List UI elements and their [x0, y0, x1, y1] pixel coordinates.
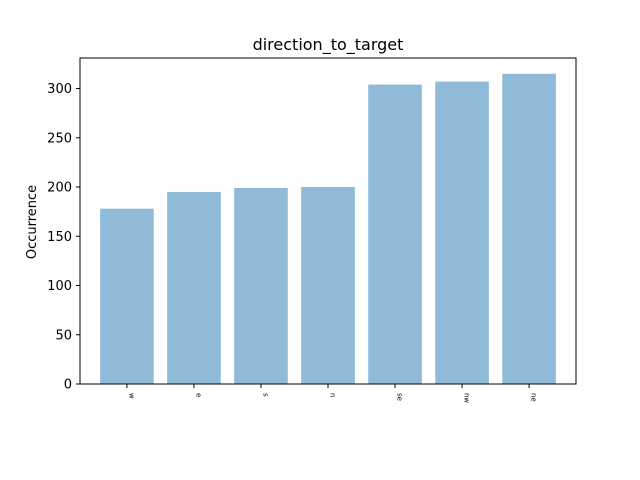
y-tick-label-50: 50: [55, 328, 72, 343]
y-tick-label-250: 250: [47, 131, 72, 146]
y-tick-label-150: 150: [47, 230, 72, 245]
x-axis-ticks: w e s n se nw ne: [126, 384, 538, 403]
bar-e: [167, 191, 221, 384]
bar-ne: [502, 73, 556, 384]
x-tick-label-s: s: [261, 393, 269, 397]
x-tick-label-nw: nw: [463, 393, 471, 403]
x-tick-label-se: se: [396, 393, 404, 401]
bars-group: [100, 73, 556, 384]
y-tick-label-0: 0: [64, 378, 72, 393]
bar-se: [368, 84, 422, 384]
y-tick-label-200: 200: [47, 181, 72, 196]
y-axis-ticks: 0 50 100 150 200 250 300: [47, 82, 80, 393]
x-tick-label-e: e: [194, 393, 202, 397]
bar-s: [234, 188, 288, 384]
plot-area-frame: [79, 57, 577, 385]
bar-w: [100, 208, 154, 384]
y-axis-label: Occurrence: [25, 185, 40, 259]
x-tick-label-ne: ne: [530, 393, 538, 402]
bar-n: [301, 187, 355, 384]
chart-title: direction_to_target: [253, 35, 404, 55]
bar-nw: [435, 81, 489, 384]
x-tick-label-n: n: [329, 393, 337, 397]
y-tick-label-300: 300: [47, 82, 72, 97]
x-tick-label-w: w: [127, 393, 135, 399]
y-tick-label-100: 100: [47, 279, 72, 294]
